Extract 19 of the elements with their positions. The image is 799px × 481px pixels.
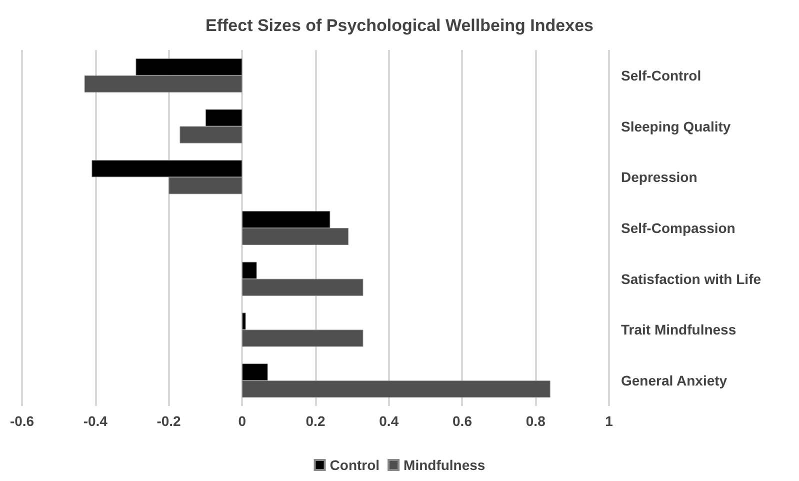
chart-title: Effect Sizes of Psychological Wellbeing Indexes [206, 16, 594, 35]
x-tick-label: -0.2 [156, 413, 182, 429]
y-tick-label: Sleeping Quality [621, 118, 731, 134]
y-tick-label: Satisfaction with Life [621, 270, 762, 287]
y-tick-label: General Anxiety [621, 372, 728, 389]
x-tick-label: 0.2 [306, 413, 326, 429]
x-tick-label: 0.4 [379, 413, 399, 429]
y-tick-label: Self-Control [621, 67, 702, 84]
x-tick-label: 0.6 [452, 413, 472, 429]
x-tick-label: -0.6 [10, 413, 34, 429]
y-tick-label: Trait Mindfulness [621, 322, 736, 338]
y-tick-label: Self-Compassion [621, 220, 736, 236]
legend-label: Control [330, 457, 380, 473]
x-tick-label: 0 [238, 413, 246, 429]
legend-label: Mindfulness [404, 457, 486, 473]
x-tick-label: 1 [605, 413, 614, 429]
x-tick-label: -0.4 [83, 413, 108, 429]
x-tick-label: 0.8 [526, 413, 546, 429]
y-tick-label: Depression [621, 169, 698, 186]
